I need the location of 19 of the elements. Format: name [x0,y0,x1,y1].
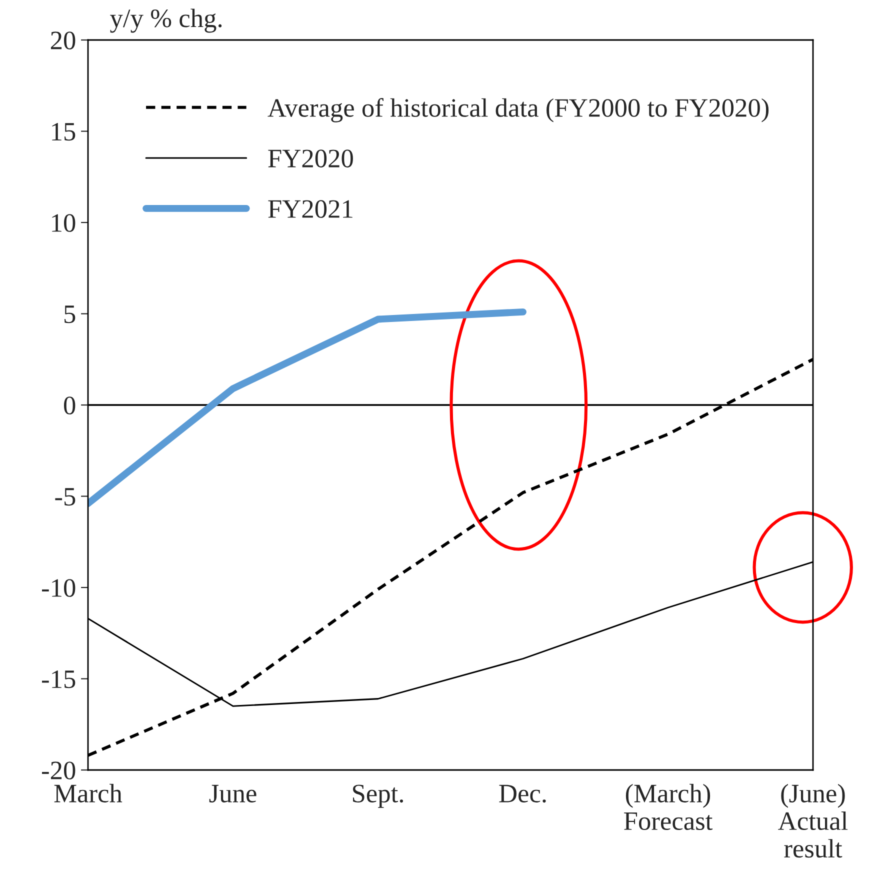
x-tick-label: March [54,784,122,802]
x-tick-label: Sept. [353,784,404,808]
y-tick-label: 5 [64,306,76,324]
y-tick-label: -10 [42,579,76,597]
y-tick-label: 15 [52,122,76,141]
y-tick-label: 10 [52,214,76,232]
legend-label: Average of historical data (FY2000 to FY2020) [268,98,769,122]
legend-label: FY2021 [268,200,352,218]
legend-label: FY2020 [268,150,353,168]
y-tick-label: -5 [55,488,76,506]
y-tick-label: -15 [42,670,76,688]
y-tick-label: 20 [50,32,76,50]
y-tick-label: -20 [42,762,76,780]
x-tick-label: June [209,784,256,802]
y-tick-label: 0 [64,396,76,414]
x-tick-label: (June) Actual result [778,784,848,858]
y-axis-title: y/y % chg. [110,8,222,33]
x-tick-label: (March) Forecast [624,784,713,830]
x-tick-label: Dec. [499,784,546,803]
